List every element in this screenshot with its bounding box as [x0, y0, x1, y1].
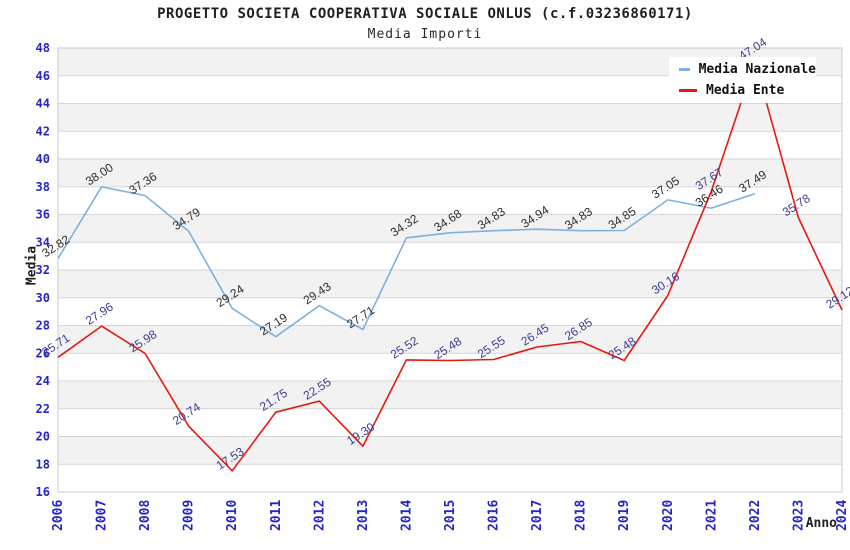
chart-title: PROGETTO SOCIETA COOPERATIVA SOCIALE ONL…	[157, 6, 693, 22]
svg-text:40: 40	[36, 152, 50, 166]
series-line-1	[57, 60, 843, 472]
svg-text:42: 42	[36, 124, 50, 138]
svg-text:2008: 2008	[138, 500, 153, 531]
svg-text:2020: 2020	[661, 500, 676, 531]
legend-label: Media Ente	[706, 83, 785, 98]
svg-text:27.96: 27.96	[83, 299, 116, 327]
svg-text:2023: 2023	[791, 500, 806, 531]
svg-text:20: 20	[36, 430, 50, 444]
svg-text:32: 32	[36, 263, 50, 277]
svg-text:2007: 2007	[95, 500, 110, 531]
svg-text:18: 18	[36, 457, 50, 471]
svg-text:36: 36	[36, 208, 50, 222]
x-axis-title: Anno	[805, 516, 837, 531]
svg-text:34: 34	[36, 235, 50, 249]
svg-text:2016: 2016	[487, 500, 502, 531]
legend-swatch-nazionale-icon	[679, 68, 690, 71]
svg-text:2006: 2006	[51, 500, 66, 531]
svg-text:2015: 2015	[443, 500, 458, 531]
y-axis-title: Media	[24, 245, 40, 286]
gridlines	[58, 47, 842, 493]
svg-text:30: 30	[36, 291, 50, 305]
svg-text:48: 48	[36, 41, 50, 55]
svg-text:26: 26	[36, 346, 50, 360]
svg-text:2009: 2009	[182, 500, 197, 531]
chart-legend: Media Nazionale Media Ente	[669, 57, 816, 103]
legend-swatch-ente-icon	[679, 89, 697, 92]
svg-text:44: 44	[36, 97, 50, 111]
svg-text:28: 28	[36, 319, 50, 333]
svg-text:2024: 2024	[835, 500, 850, 531]
svg-text:2010: 2010	[225, 500, 240, 531]
svg-text:24: 24	[36, 374, 50, 388]
svg-text:16: 16	[36, 485, 50, 499]
svg-text:2021: 2021	[704, 500, 719, 531]
svg-text:2018: 2018	[574, 500, 589, 531]
svg-text:2017: 2017	[530, 500, 545, 531]
legend-label: Media Nazionale	[698, 62, 816, 77]
svg-text:2014: 2014	[399, 500, 414, 531]
svg-text:22: 22	[36, 402, 50, 416]
svg-text:38: 38	[36, 180, 50, 194]
plot-border	[57, 47, 843, 493]
series-line-0	[57, 186, 756, 338]
x-axis-ticks: 2006 2007 2008 2009 2010 2011 2012 2013 2014 2015…	[51, 500, 850, 531]
svg-text:2019: 2019	[617, 500, 632, 531]
legend-item-media-nazionale: Media Nazionale	[679, 62, 816, 77]
svg-text:2013: 2013	[356, 500, 371, 531]
svg-text:46: 46	[36, 69, 50, 83]
svg-text:2012: 2012	[312, 500, 327, 531]
chart-subtitle: Media Importi	[367, 27, 483, 42]
legend-item-media-ente: Media Ente	[679, 83, 816, 98]
plot-bands	[58, 48, 842, 465]
y-axis-ticks: 16 18 20 22 24 26 28 30 32 34 36 38 40 42 44 46 48	[36, 41, 50, 499]
svg-text:2022: 2022	[748, 500, 763, 531]
svg-text:2011: 2011	[269, 500, 284, 531]
